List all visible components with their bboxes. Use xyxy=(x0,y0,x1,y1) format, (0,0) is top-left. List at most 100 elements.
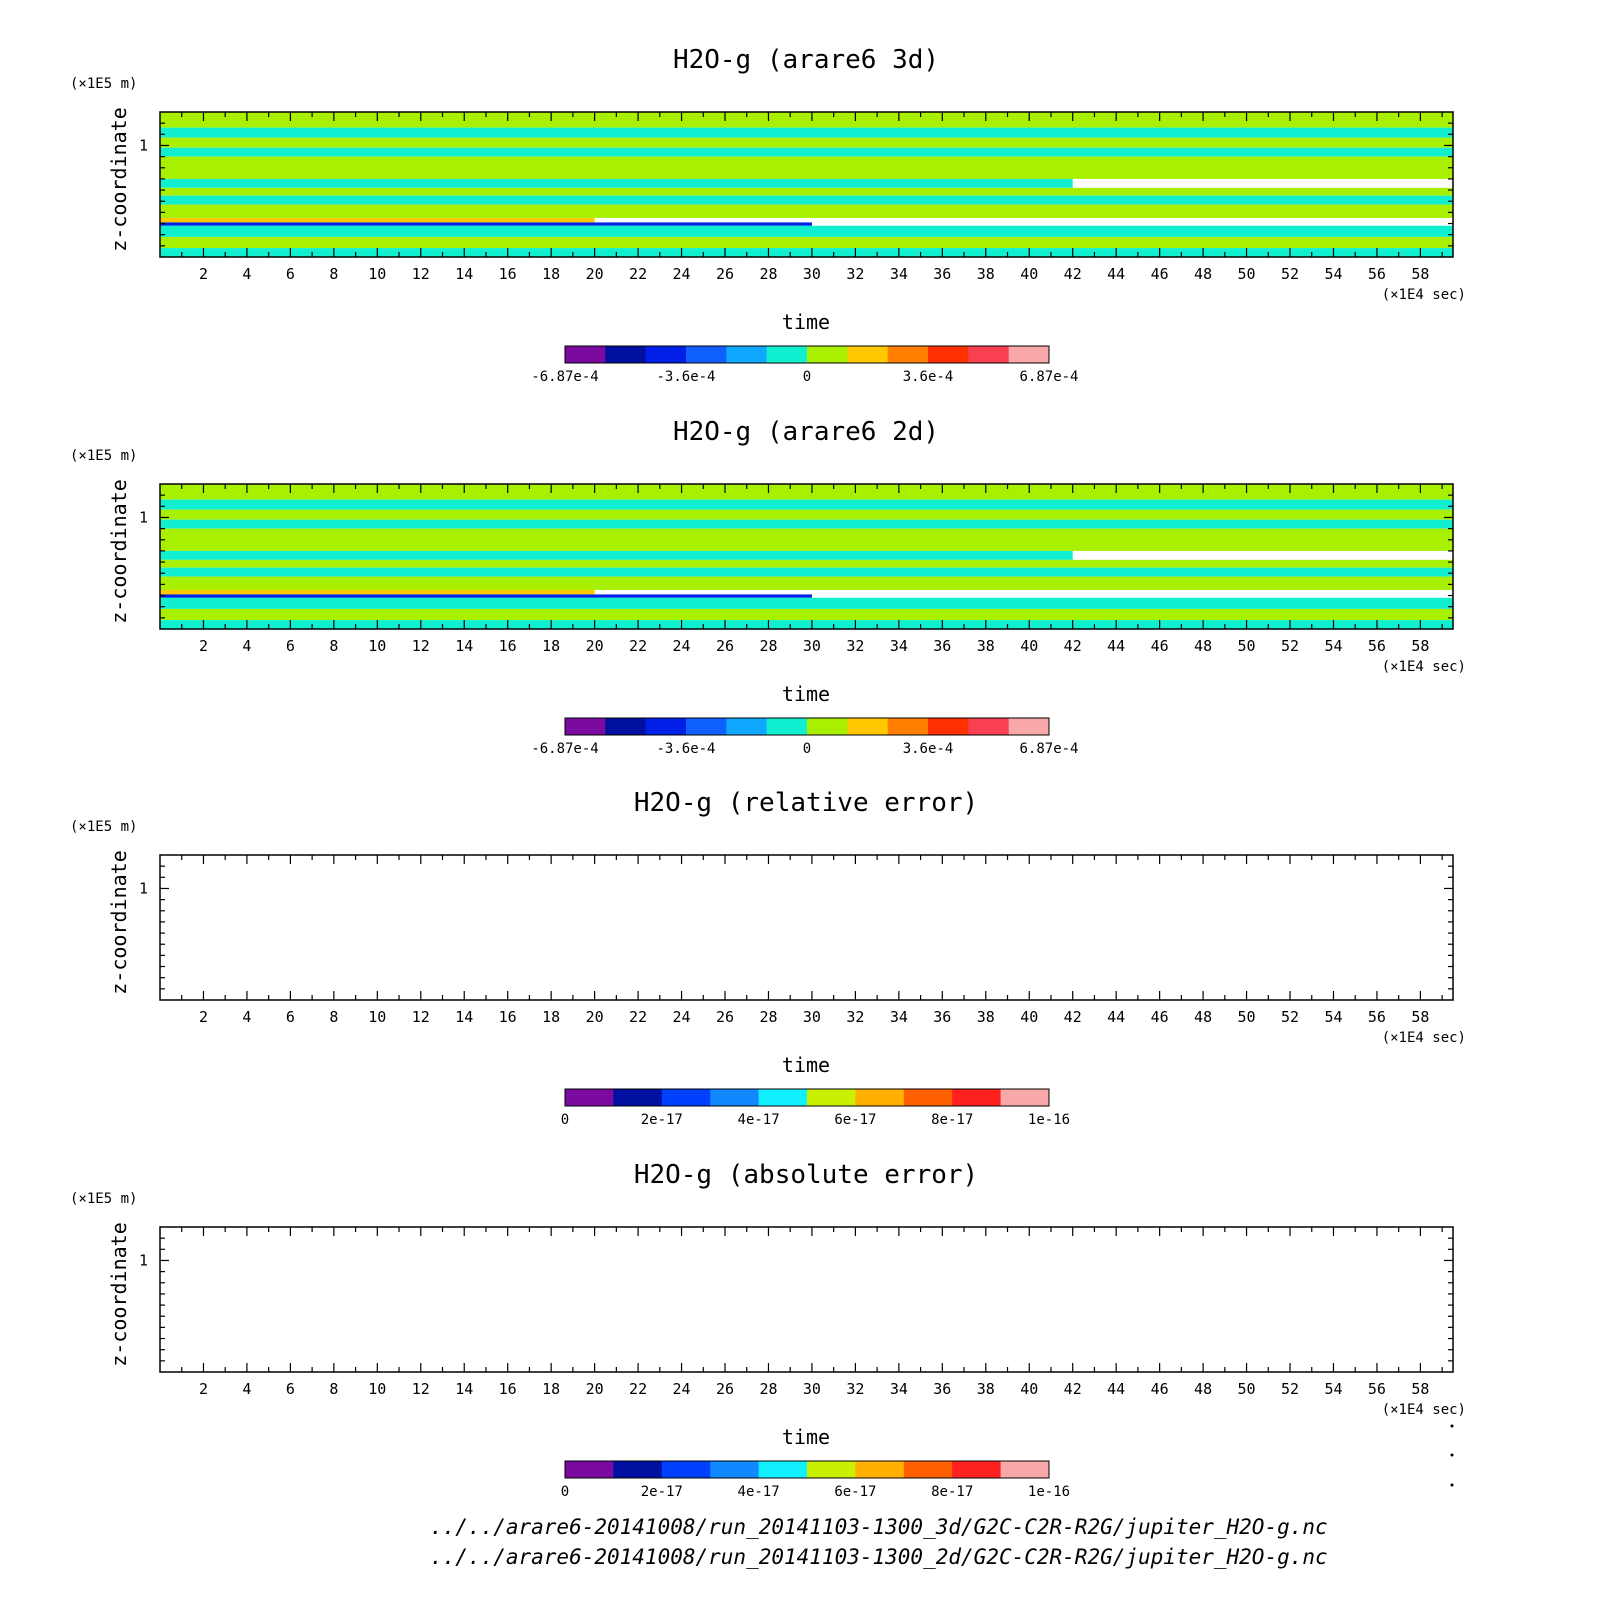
x-tick-label: 14 xyxy=(455,265,473,283)
colorbar-label: 8e-17 xyxy=(931,1484,973,1500)
x-tick-label: 46 xyxy=(1151,1008,1169,1026)
colorbar-swatch xyxy=(710,1089,760,1106)
heatmap-band xyxy=(160,509,1453,520)
colorbar-swatch xyxy=(565,718,606,735)
x-tick-label: 4 xyxy=(242,1008,251,1026)
colorbar-label: 0 xyxy=(803,369,811,385)
x-tick-label: 10 xyxy=(368,637,386,655)
x-tick-label: 28 xyxy=(759,1008,777,1026)
colorbar-swatch xyxy=(1008,718,1050,735)
colorbar-swatch xyxy=(565,1461,614,1478)
colorbar-swatch xyxy=(807,718,848,735)
colorbar-swatch xyxy=(613,1089,663,1106)
x-tick-label: 4 xyxy=(242,1380,251,1398)
heatmap-band xyxy=(160,204,1453,218)
heatmap-band xyxy=(160,576,1453,590)
x-tick-label: 40 xyxy=(1020,637,1038,655)
heatmap-band xyxy=(160,147,1453,157)
x-tick-label: 6 xyxy=(286,265,295,283)
colorbar-swatch xyxy=(847,346,889,363)
colorbar-swatch xyxy=(807,1089,856,1106)
margin-dot xyxy=(1450,1483,1454,1487)
colorbar-swatch xyxy=(855,1089,905,1106)
y-unit-label: (×1E5 m) xyxy=(70,76,137,92)
x-tick-label: 6 xyxy=(286,1008,295,1026)
x-tick-label: 42 xyxy=(1064,265,1082,283)
colorbar-swatch xyxy=(807,1461,856,1478)
colorbar-swatch xyxy=(661,1461,711,1478)
colorbar-swatch xyxy=(726,718,768,735)
x-tick-label: 44 xyxy=(1107,1380,1125,1398)
x-tick-label: 46 xyxy=(1151,1380,1169,1398)
x-tick-label: 2 xyxy=(199,1008,208,1026)
x-tick-label: 50 xyxy=(1238,637,1256,655)
x-tick-label: 34 xyxy=(890,265,908,283)
colorbar-label: 0 xyxy=(803,741,811,757)
x-tick-label: 22 xyxy=(629,1008,647,1026)
heatmap-band xyxy=(160,608,1453,621)
x-tick-label: 50 xyxy=(1238,265,1256,283)
x-tick-label: 12 xyxy=(412,265,430,283)
heatmap-band xyxy=(160,236,1453,249)
colorbar-label: 6.87e-4 xyxy=(1019,369,1078,385)
x-tick-label: 24 xyxy=(673,265,691,283)
heatmap-band xyxy=(160,225,1453,237)
x-axis-label: time xyxy=(782,1425,830,1449)
colorbar-swatch xyxy=(903,1461,953,1478)
colorbar-swatch xyxy=(968,718,1010,735)
chart-title: H2O-g (arare6 3d) xyxy=(673,45,939,75)
heatmap-band xyxy=(160,248,1453,257)
x-tick-label: 32 xyxy=(846,1380,864,1398)
x-tick-label: 26 xyxy=(716,637,734,655)
x-tick-label: 42 xyxy=(1064,1380,1082,1398)
x-tick-label: 12 xyxy=(412,1380,430,1398)
chart-panel-2: H2O-g (arare6 2d)(×1E5 m)2 4 6 8 10 12 14 16 18 2… xyxy=(70,417,1466,757)
x-tick-label: 2 xyxy=(199,265,208,283)
heatmap-band xyxy=(160,594,812,598)
x-tick-label: 56 xyxy=(1368,1008,1386,1026)
colorbar-label: 3.6e-4 xyxy=(903,369,954,385)
x-tick-label: 38 xyxy=(977,265,995,283)
y-axis-label: z-coordinate xyxy=(107,1222,131,1367)
y-tick-label: 1 xyxy=(139,136,148,154)
colorbar-swatch xyxy=(758,1461,808,1478)
x-tick-label: 28 xyxy=(759,265,777,283)
x-tick-label: 6 xyxy=(286,1380,295,1398)
colorbar-swatch xyxy=(661,1089,711,1106)
x-tick-label: 30 xyxy=(803,265,821,283)
colorbar-swatch xyxy=(710,1461,760,1478)
heatmap-band xyxy=(160,187,1453,196)
heatmap-band xyxy=(160,559,1453,568)
x-tick-label: 16 xyxy=(499,265,517,283)
colorbar-label: -6.87e-4 xyxy=(531,369,598,385)
x-tick-label: 44 xyxy=(1107,1008,1125,1026)
x-tick-label: 14 xyxy=(455,1008,473,1026)
colorbar-swatch xyxy=(952,1089,1002,1106)
plot-frame xyxy=(159,483,1454,630)
x-tick-label: 28 xyxy=(759,637,777,655)
y-unit-label: (×1E5 m) xyxy=(70,1191,137,1207)
colorbar-frame xyxy=(564,717,1050,736)
colorbar-swatch xyxy=(928,346,969,363)
colorbar-swatch xyxy=(565,1089,614,1106)
colorbar-swatch xyxy=(887,346,929,363)
x-tick-label: 52 xyxy=(1281,1380,1299,1398)
footer-paths: ../../arare6-20141008/run_20141103-1300_… xyxy=(430,1512,1328,1572)
colorbar-swatch xyxy=(887,718,929,735)
y-unit-label: (×1E5 m) xyxy=(70,819,137,835)
plot-frame xyxy=(159,1226,1454,1373)
x-tick-label: 4 xyxy=(242,637,251,655)
x-tick-label: 30 xyxy=(803,637,821,655)
heatmap-band xyxy=(160,127,1453,138)
x-tick-label: 14 xyxy=(455,1380,473,1398)
heatmap-band xyxy=(160,589,595,595)
colorbar-label: 4e-17 xyxy=(738,1112,780,1128)
x-tick-label: 58 xyxy=(1411,637,1429,655)
colorbar-label: 0 xyxy=(561,1484,569,1500)
x-tick-label: 38 xyxy=(977,1008,995,1026)
colorbar-label: 1e-16 xyxy=(1028,1484,1070,1500)
colorbar-label: 2e-17 xyxy=(641,1112,683,1128)
y-tick-label: 1 xyxy=(139,508,148,526)
x-unit-label: (×1E4 sec) xyxy=(1382,287,1466,303)
x-tick-label: 26 xyxy=(716,1380,734,1398)
